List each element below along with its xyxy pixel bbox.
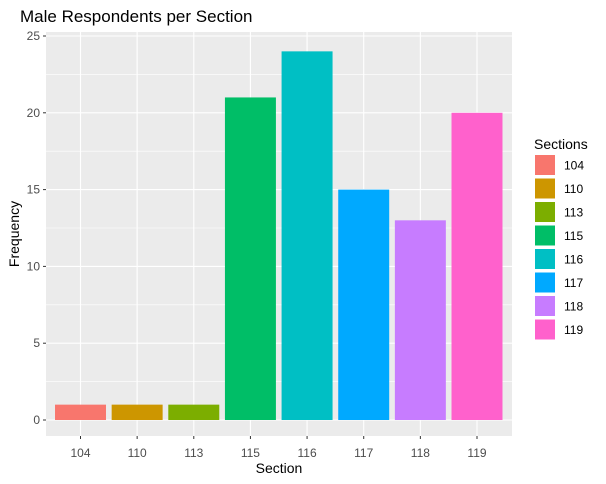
bar-119	[451, 112, 503, 421]
legend-key-113	[535, 202, 555, 222]
bar-110	[111, 404, 163, 420]
y-tick-label: 25	[27, 29, 41, 43]
x-tick-label: 113	[184, 446, 203, 460]
x-tick-label: 116	[298, 446, 317, 460]
legend-key-116	[535, 249, 555, 269]
x-tick-label: 119	[467, 446, 486, 460]
x-axis-title: Section	[256, 460, 303, 476]
y-axis: 0 5 10 15 20 25	[27, 29, 46, 427]
legend-title: Sections	[534, 136, 588, 152]
y-tick-label: 10	[27, 259, 41, 273]
bar-115	[224, 97, 276, 420]
legend-label-113: 113	[564, 206, 583, 220]
x-tick-label: 118	[411, 446, 430, 460]
bar-116	[281, 51, 333, 421]
legend-key-117	[535, 272, 555, 293]
x-tick-label: 104	[70, 446, 90, 460]
legend-label-119: 119	[564, 323, 583, 337]
bar-118	[394, 220, 446, 420]
chart-title: Male Respondents per Section	[20, 7, 252, 26]
legend-label-117: 117	[564, 276, 583, 290]
legend-label-118: 118	[564, 300, 583, 314]
x-tick-label: 117	[354, 446, 373, 460]
bar-117	[338, 189, 390, 420]
bars	[55, 51, 503, 421]
legend-key-110	[535, 178, 555, 199]
y-axis-title: Frequency	[6, 201, 22, 267]
x-tick-label: 115	[241, 446, 260, 460]
legend: Sections 104 110 113 115 116 117 118 119	[534, 136, 588, 340]
x-tick-label: 110	[128, 446, 147, 460]
y-tick-label: 0	[33, 413, 40, 427]
legend-label-104: 104	[564, 159, 584, 173]
legend-label-116: 116	[564, 253, 583, 267]
bar-113	[168, 404, 220, 420]
y-tick-label: 15	[27, 183, 41, 197]
bar-104	[55, 404, 106, 420]
y-tick-label: 20	[27, 106, 41, 120]
legend-items: 104 110 113 115 116 117 118 119	[535, 155, 584, 340]
legend-key-104	[535, 155, 555, 175]
legend-label-115: 115	[564, 229, 583, 243]
x-axis: 104 110 113 115 116 117 118 119	[70, 436, 487, 460]
legend-key-115	[535, 225, 555, 246]
legend-label-110: 110	[564, 182, 583, 196]
y-tick-label: 5	[33, 336, 40, 350]
legend-key-119	[535, 319, 555, 340]
legend-key-118	[535, 296, 555, 316]
